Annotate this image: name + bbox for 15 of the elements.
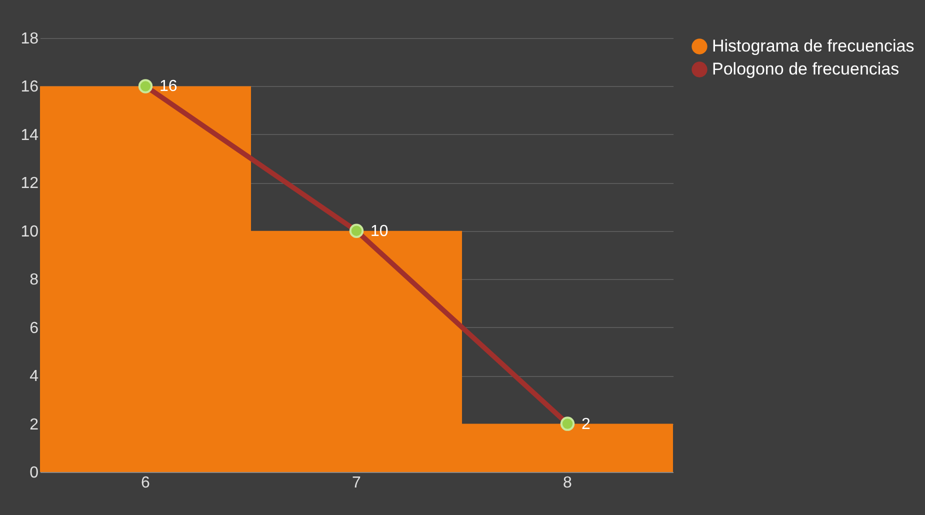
y-tick-label: 18 [20,30,39,48]
y-tick-label: 4 [30,368,39,386]
x-tick-label: 7 [352,474,362,492]
y-tick-label: 12 [20,175,39,192]
x-tick-label: 6 [141,474,150,492]
y-tick-label: 0 [30,464,39,482]
y-tick-label: 14 [20,126,39,144]
legend-label: Histograma de frecuencias [712,36,914,56]
y-tick-label: 16 [20,78,39,96]
y-tick-label: 2 [30,416,39,434]
x-tick-label: 8 [563,474,572,492]
y-tick-label: 8 [30,272,39,289]
legend-label: Pologono de frecuencias [712,60,900,78]
y-tick-label: 10 [20,223,39,240]
y-tick-label: 6 [30,320,39,337]
